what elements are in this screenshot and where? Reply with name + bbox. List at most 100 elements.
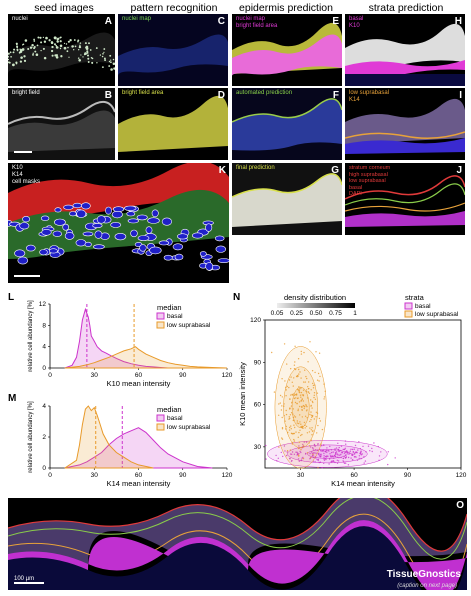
x-tick-label: 60 xyxy=(350,472,358,479)
data-point xyxy=(324,450,326,453)
data-point xyxy=(321,445,323,447)
data-point xyxy=(328,458,331,460)
data-point xyxy=(300,451,302,454)
data-point xyxy=(281,437,283,439)
data-point xyxy=(299,394,302,396)
panel-J-strata: stratum corneum high suprabasal low supr… xyxy=(345,163,465,235)
data-point xyxy=(363,462,365,464)
tile-label: low suprabasal K14 xyxy=(349,90,390,103)
tile-label: final prediction xyxy=(236,165,275,171)
data-point xyxy=(371,447,373,450)
data-point xyxy=(336,453,338,455)
data-point xyxy=(309,458,311,460)
data-point xyxy=(283,405,285,407)
data-point xyxy=(276,460,278,462)
panel-E-image xyxy=(232,22,342,76)
legend-label: basal xyxy=(415,303,431,310)
data-point xyxy=(297,447,300,450)
data-point xyxy=(304,415,307,417)
legend-label: low suprabasal xyxy=(167,322,211,329)
data-point xyxy=(323,383,325,385)
panel-letter-L: L xyxy=(8,292,15,303)
data-point xyxy=(311,370,314,372)
data-point xyxy=(363,456,365,458)
panel-B-bright-field: bright field B xyxy=(8,88,115,160)
data-point xyxy=(377,445,379,448)
data-point xyxy=(290,460,293,462)
data-point xyxy=(310,411,312,413)
data-point xyxy=(293,397,296,400)
data-point xyxy=(289,398,291,400)
data-point xyxy=(314,444,316,446)
data-point xyxy=(305,389,308,391)
data-point xyxy=(340,453,342,456)
legend-swatch xyxy=(156,414,165,422)
data-point xyxy=(301,405,303,408)
data-point xyxy=(281,416,283,419)
legend-label: basal xyxy=(167,415,183,422)
data-point xyxy=(306,452,309,454)
data-point xyxy=(293,432,295,435)
data-point xyxy=(358,457,360,460)
data-point xyxy=(323,452,325,455)
data-point xyxy=(300,391,303,394)
scale-bar-label: 100 µm xyxy=(14,576,35,582)
data-point xyxy=(322,450,324,452)
data-point xyxy=(312,452,315,454)
data-point xyxy=(340,456,342,459)
tile-label: stratum corneum high suprabasal low supr… xyxy=(349,165,391,197)
data-point xyxy=(283,403,285,405)
data-point xyxy=(271,351,273,354)
x-tick-label: 0 xyxy=(48,472,52,479)
data-point xyxy=(323,462,325,464)
data-point xyxy=(294,416,297,418)
density-colorbar xyxy=(277,303,355,308)
x-tick-label: 120 xyxy=(222,372,233,379)
data-point xyxy=(306,417,308,419)
data-point xyxy=(290,394,292,396)
data-point xyxy=(318,417,321,420)
column-header-strata: strata prediction xyxy=(368,2,444,14)
data-point xyxy=(312,382,314,385)
data-point xyxy=(334,455,337,458)
data-point xyxy=(305,425,308,428)
data-point xyxy=(380,451,382,453)
data-point xyxy=(335,447,338,449)
data-point xyxy=(289,407,291,410)
data-point xyxy=(329,445,331,448)
data-point xyxy=(277,457,279,459)
data-point xyxy=(285,425,287,428)
data-point xyxy=(287,431,289,434)
x-tick-label: 60 xyxy=(135,472,143,479)
data-point xyxy=(286,451,288,453)
data-point xyxy=(315,416,317,418)
data-point xyxy=(355,451,357,453)
data-point xyxy=(343,452,346,454)
data-point xyxy=(296,388,299,391)
data-point xyxy=(290,425,292,427)
data-point xyxy=(296,374,299,377)
panel-O-image xyxy=(8,498,467,590)
data-point xyxy=(302,425,304,428)
tile-label: basal K10 xyxy=(349,16,364,29)
data-point xyxy=(300,400,302,402)
panel-C-image xyxy=(118,34,228,76)
data-point xyxy=(331,456,333,458)
data-point xyxy=(288,379,291,381)
data-point xyxy=(378,455,381,457)
watermark: TissueGnostics xyxy=(386,569,461,580)
data-point xyxy=(301,394,303,396)
data-point xyxy=(310,405,312,407)
panel-H-image xyxy=(345,23,465,86)
data-point xyxy=(310,414,313,416)
data-point xyxy=(327,455,329,457)
data-point xyxy=(320,443,322,445)
data-point xyxy=(290,376,292,378)
data-point xyxy=(300,423,302,425)
data-point xyxy=(314,371,316,374)
panel-O-wide: O 100 µm TissueGnostics (caption on next… xyxy=(8,498,467,590)
data-point xyxy=(285,395,287,397)
legend-swatch xyxy=(156,423,165,431)
data-point xyxy=(311,434,313,436)
panel-letter: H xyxy=(454,16,462,27)
